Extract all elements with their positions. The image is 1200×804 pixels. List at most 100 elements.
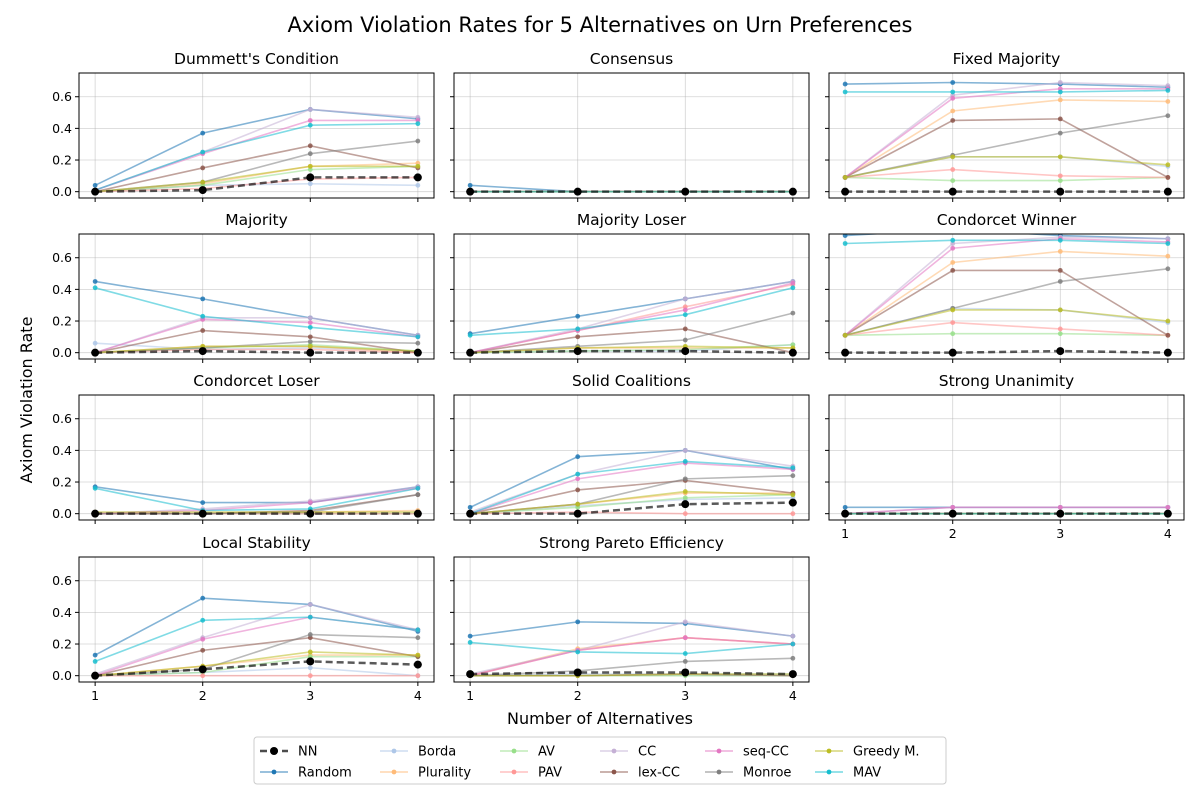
data-point-mav — [682, 312, 688, 318]
data-point-pav — [415, 673, 421, 679]
data-point-random — [950, 80, 956, 85]
x-tick-label: 4 — [1164, 526, 1172, 541]
data-point-mav — [415, 627, 421, 633]
data-point-greedy-m — [415, 652, 421, 658]
data-point-nn — [841, 509, 850, 518]
series-pav — [467, 282, 796, 356]
series-line-cc — [844, 81, 1168, 179]
legend-label: MAV — [853, 766, 881, 781]
data-point-nn — [681, 187, 690, 196]
data-point-av — [1057, 178, 1063, 183]
legend-marker — [511, 748, 517, 754]
axes-frame — [78, 394, 435, 521]
series-line-pav — [845, 321, 1168, 337]
data-point-pav — [790, 511, 796, 517]
series-line-random — [94, 597, 419, 656]
data-point-mav — [575, 649, 581, 655]
data-point-nn — [466, 348, 475, 357]
subplot-title: Condorcet Loser — [193, 372, 320, 390]
data-point-seq-cc — [682, 307, 688, 313]
series-line-greedy-m — [844, 156, 1168, 179]
x-tick-label: 4 — [789, 688, 797, 703]
data-point-mav — [790, 285, 796, 291]
series-line-mav — [94, 287, 418, 338]
series-random — [467, 279, 796, 337]
data-point-nn — [413, 660, 422, 669]
x-axis-label: Number of Alternatives — [507, 709, 693, 728]
subplot-solid-coalitions: Solid Coalitions — [450, 372, 810, 524]
axes-frame — [78, 72, 435, 199]
data-point-mav — [790, 465, 796, 471]
y-tick-label: 0.4 — [52, 121, 72, 136]
axes-frame — [453, 233, 810, 360]
data-point-mav — [842, 89, 848, 95]
series-mav — [92, 121, 421, 193]
series-line-monroe — [470, 657, 793, 677]
legend-marker — [391, 748, 397, 754]
series-line-lex-cc — [470, 328, 794, 354]
legend-marker — [271, 769, 277, 775]
data-point-monroe — [307, 151, 313, 157]
series-line-lex-cc — [844, 269, 1169, 336]
series-line-av — [845, 176, 1168, 182]
legend-label: seq-CC — [743, 745, 789, 760]
subplot-title: Majority — [225, 211, 288, 229]
series-nn — [466, 347, 797, 357]
series-line-nn — [95, 660, 418, 677]
data-point-monroe — [1165, 113, 1171, 119]
subplot-fixed-majority: Fixed Majority — [825, 50, 1185, 202]
data-point-lex-cc — [575, 487, 581, 493]
data-point-greedy-m — [200, 179, 206, 185]
legend-label: Plurality — [418, 766, 471, 781]
data-point-mav — [92, 485, 98, 491]
series-line-nn — [470, 349, 793, 354]
series-line-plurality — [844, 250, 1168, 336]
data-point-nn — [681, 347, 690, 356]
y-tick-label: 0.0 — [52, 668, 72, 683]
legend-label: Borda — [418, 745, 456, 760]
data-point-nn — [1056, 187, 1065, 196]
data-point-av — [950, 331, 956, 337]
data-point-random — [200, 500, 206, 505]
data-point-monroe — [1057, 279, 1063, 284]
series-group — [841, 234, 1172, 357]
legend-entry-av: AV — [500, 745, 555, 760]
axes-frame — [453, 394, 810, 521]
legend-label: CC — [638, 745, 656, 760]
series-line-lex-cc — [94, 329, 418, 354]
y-tick-label: 0.0 — [52, 345, 72, 360]
subplot-title: Strong Pareto Efficiency — [539, 534, 724, 552]
data-point-nn — [466, 509, 475, 518]
x-tick-label: 2 — [949, 526, 957, 541]
series-line-av — [845, 332, 1168, 337]
data-point-nn — [681, 668, 690, 677]
data-point-random — [575, 313, 581, 319]
subplot-title: Condorcet Winner — [937, 211, 1077, 229]
data-point-lex-cc — [1057, 267, 1063, 273]
series-line-seq-cc — [845, 506, 1168, 515]
series-line-pav — [470, 511, 793, 515]
data-point-monroe — [415, 138, 421, 144]
data-point-seq-cc — [575, 476, 581, 482]
data-point-nn — [1163, 509, 1172, 518]
data-point-monroe — [415, 635, 421, 641]
data-point-random — [842, 81, 848, 87]
data-point-greedy-m — [1165, 318, 1171, 324]
data-point-plurality — [950, 108, 956, 114]
series-seq-cc — [842, 236, 1171, 338]
legend-frame — [253, 736, 947, 785]
series-line-greedy-m — [844, 309, 1168, 337]
series-line-greedy-m — [95, 165, 418, 193]
legend-marker — [716, 769, 722, 775]
series-mav — [467, 640, 796, 656]
x-tick-label: 2 — [199, 688, 207, 703]
data-point-random — [467, 182, 473, 188]
y-tick-label: 0.4 — [52, 605, 72, 620]
y-tick-label: 0.2 — [52, 153, 72, 168]
data-point-mav — [415, 485, 421, 491]
data-point-lex-cc — [1165, 175, 1171, 180]
data-point-mav — [950, 89, 956, 95]
data-point-greedy-m — [950, 154, 956, 160]
data-point-monroe — [790, 473, 796, 479]
data-point-lex-cc — [200, 328, 206, 333]
